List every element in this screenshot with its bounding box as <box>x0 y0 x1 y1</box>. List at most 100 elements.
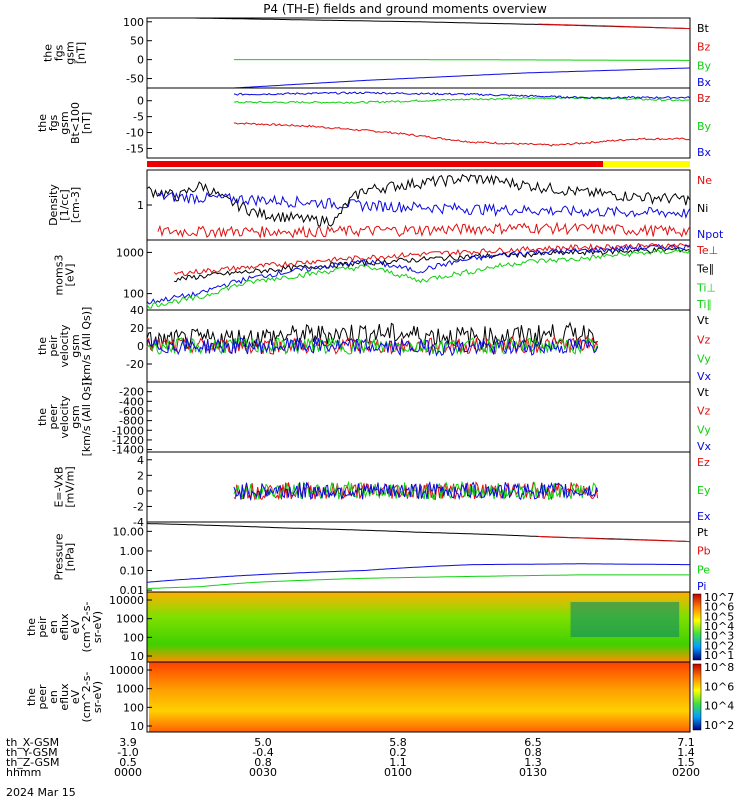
y-tick-label: 0 <box>137 95 144 108</box>
y-axis-label: [eV] <box>64 264 77 287</box>
x-axis-row-label: hhmm <box>6 766 41 779</box>
y-tick-label: 10.00 <box>113 525 145 538</box>
series-Npot <box>157 191 691 219</box>
y-axis-label: E=-VxB <box>53 466 66 507</box>
y-tick-label: 100 <box>123 631 144 644</box>
y-axis-label: the <box>36 114 49 132</box>
x-tick-label: 1.5 <box>677 756 695 769</box>
y-axis-label: eV <box>69 689 82 704</box>
x-tick-label: 6.5 <box>524 736 542 749</box>
legend-entry: Bx <box>697 76 712 89</box>
panel-frame <box>146 451 691 523</box>
y-axis-label: eflux <box>58 613 71 641</box>
x-tick-label: 1.4 <box>677 746 695 759</box>
y-tick-label: 10 <box>130 720 144 733</box>
colorbar <box>692 593 702 661</box>
y-axis-label: Density <box>47 184 60 226</box>
colorbar-tick-label: 10^4 <box>704 620 734 633</box>
series-Bt <box>147 17 691 30</box>
y-tick-label: 4 <box>137 454 144 467</box>
panel-pressure: Pressure[nPa] 10.00 1.00 0.10 0.01 Pt Pb Pe Pi <box>53 521 711 597</box>
y-axis-label: Bt<100 <box>69 102 82 144</box>
series-Pb <box>538 535 690 543</box>
legend-entry: Bz <box>697 92 711 105</box>
y-tick-label: -15 <box>126 142 144 155</box>
colorbar-tick-label: 10^6 <box>704 601 734 614</box>
legend-entry: Vt <box>697 386 710 399</box>
legend-entry: By <box>697 59 712 72</box>
y-axis-label: [km/s (All Qs)] <box>80 378 93 457</box>
legend-entry: Te⊥ <box>696 244 718 257</box>
legend-entry: Vt <box>697 314 710 327</box>
x-axis-row-label: th_X-GSM <box>6 736 59 749</box>
y-tick-label: 50 <box>130 35 144 48</box>
y-axis-label: fgs <box>53 44 66 61</box>
y-axis-label: sr-eV) <box>91 611 104 643</box>
y-tick-label: 20 <box>130 322 144 335</box>
legend-entry: Ez <box>697 456 710 469</box>
x-tick-label: 0000 <box>114 766 142 779</box>
x-tick-label: 1.3 <box>524 756 542 769</box>
y-tick-label: 1 <box>137 199 144 212</box>
legend-entry: Pb <box>697 545 711 558</box>
series-Bx <box>233 67 691 89</box>
y-tick-label: 100 <box>123 16 144 29</box>
x-tick-label: 1.1 <box>389 756 407 769</box>
y-tick-label: -2 <box>133 500 144 513</box>
series-Vx <box>146 336 599 357</box>
y-axis-label: [1/cc] <box>58 189 71 220</box>
y-axis-label: [cm-3] <box>69 187 82 223</box>
colorbar-tick-label: 10^5 <box>704 610 734 623</box>
y-tick-label: 40 <box>130 304 144 317</box>
y-axis-label: the <box>36 408 49 426</box>
y-axis-label: the <box>25 688 38 706</box>
legend-entry: Bx <box>697 146 712 159</box>
y-tick-label: 0 <box>137 485 144 498</box>
y-tick-label: 1000 <box>116 683 144 696</box>
series-Pi <box>146 563 690 583</box>
series-Bz <box>233 122 691 147</box>
legend-entry: Pt <box>697 526 709 539</box>
y-tick-label: 10000 <box>109 594 144 607</box>
y-axis-label: velocity <box>58 395 71 438</box>
x-tick-label: 3.9 <box>119 736 137 749</box>
y-axis-label: peir <box>47 335 60 357</box>
y-tick-label: 0.01 <box>120 584 145 597</box>
legend-entry: Ti∥ <box>696 298 712 311</box>
y-tick-label: -5 <box>133 111 144 124</box>
x-tick-label: 0030 <box>249 766 277 779</box>
colorbar-tick-label: 10^7 <box>704 591 734 604</box>
y-tick-label: 100 <box>123 701 144 714</box>
legend-entry: Ne <box>697 174 712 187</box>
x-tick-label: 0.2 <box>389 746 407 759</box>
series-Ti∥ <box>146 248 691 309</box>
legend-entry: Pe <box>697 563 710 576</box>
y-tick-label: -1400 <box>112 444 144 457</box>
y-axis-label: Pressure <box>53 533 66 580</box>
legend-entry: Ni <box>697 202 708 215</box>
y-tick-label: 10000 <box>109 664 144 677</box>
y-axis-label: gsm <box>69 405 82 428</box>
y-tick-label: 1000 <box>116 246 144 259</box>
x-tick-label: 0.8 <box>524 746 542 759</box>
y-tick-label: 2 <box>137 469 144 482</box>
y-axis-label: [nT] <box>75 42 88 64</box>
y-axis-label: moms3 <box>53 255 66 296</box>
y-axis-label: eV <box>69 619 82 634</box>
y-tick-label: 0.10 <box>120 565 145 578</box>
legend-entry: Bz <box>697 41 711 54</box>
y-axis-label: peer <box>47 404 60 430</box>
series-Vt <box>146 321 599 350</box>
y-tick-label: -1200 <box>112 434 144 447</box>
x-tick-label: 0.8 <box>254 756 272 769</box>
y-tick-label: -400 <box>119 395 144 408</box>
y-axis-label: (cm^2-s- <box>80 602 93 653</box>
status-bar <box>147 161 690 167</box>
series-Te⊥ <box>173 242 691 277</box>
x-tick-label: 0.5 <box>119 756 137 769</box>
y-tick-label: -20 <box>126 358 144 371</box>
y-axis-label: sr-eV) <box>91 681 104 713</box>
